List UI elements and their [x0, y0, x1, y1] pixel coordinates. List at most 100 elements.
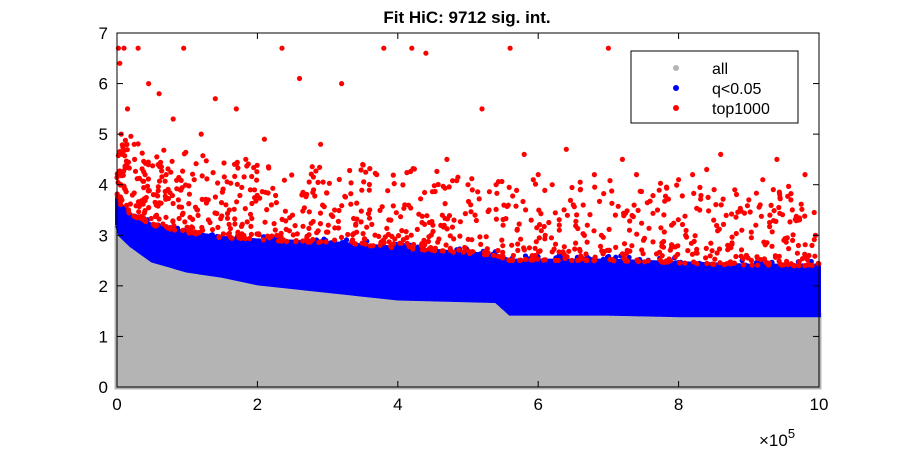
q-point — [620, 269, 626, 276]
top1000-point — [570, 202, 576, 208]
top1000-point — [804, 257, 811, 263]
q-point — [120, 208, 126, 214]
top1000-point — [223, 202, 229, 208]
top1000-point — [434, 168, 440, 174]
top1000-point — [738, 247, 745, 253]
top1000-point — [811, 209, 817, 216]
top1000-point — [247, 211, 254, 217]
top1000-point — [760, 177, 766, 183]
top1000-point — [237, 192, 243, 199]
top1000-point — [712, 256, 718, 262]
top1000-point — [260, 237, 267, 243]
top1000-point — [186, 201, 192, 207]
q-point — [355, 252, 361, 258]
top1000-point — [744, 203, 751, 209]
top1000-point — [607, 178, 613, 184]
top1000-point — [566, 248, 572, 254]
top1000-point — [178, 177, 184, 183]
q-point — [544, 268, 550, 274]
q-point — [743, 280, 749, 286]
top1000-point — [324, 190, 330, 196]
top1000-point — [789, 207, 795, 213]
top1000-point — [691, 238, 697, 244]
top1000-point — [221, 160, 227, 166]
top1000-point — [769, 243, 775, 249]
q-point — [374, 252, 380, 258]
top1000-point — [145, 176, 151, 182]
top1000-point — [703, 255, 709, 261]
q-point — [248, 240, 254, 247]
q-point — [627, 270, 634, 276]
top1000-point — [499, 237, 505, 243]
q-point — [304, 252, 311, 258]
top1000-point — [605, 45, 612, 51]
top1000-point — [233, 106, 239, 112]
top1000-point — [462, 244, 468, 251]
q-point — [706, 271, 712, 277]
top1000-point — [306, 209, 312, 215]
top1000-point — [756, 204, 762, 210]
q-point — [220, 248, 226, 255]
top1000-point — [180, 227, 186, 233]
top1000-point — [654, 251, 660, 257]
top1000-point — [348, 191, 354, 197]
top1000-point — [143, 218, 149, 224]
top1000-point — [234, 181, 240, 187]
top1000-point — [515, 247, 521, 253]
top1000-point — [672, 244, 678, 250]
top1000-point — [418, 196, 424, 202]
top1000-point — [176, 215, 182, 222]
top1000-point — [264, 207, 270, 213]
legend-label: all — [712, 61, 728, 78]
q-point — [607, 269, 613, 276]
top1000-point — [658, 225, 664, 231]
top1000-point — [226, 221, 232, 227]
q-point — [205, 239, 211, 245]
top1000-point — [510, 252, 516, 259]
top1000-point — [247, 235, 253, 242]
top1000-point — [787, 219, 793, 225]
q-point — [512, 262, 519, 268]
q-point — [468, 263, 474, 269]
top1000-point — [170, 116, 176, 122]
top1000-point — [727, 259, 733, 266]
top1000-point — [646, 225, 652, 231]
top1000-point — [312, 193, 318, 199]
top1000-point — [320, 179, 326, 185]
top1000-point — [500, 222, 506, 228]
top1000-point — [518, 236, 524, 242]
top1000-point — [733, 230, 739, 237]
top1000-point — [390, 203, 396, 209]
top1000-point — [767, 219, 773, 226]
top1000-point — [514, 227, 520, 233]
q-point — [536, 274, 542, 280]
top1000-point — [598, 232, 605, 238]
q-point — [679, 268, 686, 274]
q-point — [499, 267, 505, 273]
top1000-point — [170, 218, 176, 224]
top1000-point — [339, 203, 345, 209]
top1000-point — [469, 176, 475, 182]
top1000-point — [718, 202, 724, 208]
q-point — [272, 250, 278, 256]
q-point — [336, 249, 342, 255]
top1000-point — [422, 242, 428, 248]
top1000-point — [350, 237, 356, 243]
top1000-point — [228, 234, 234, 240]
top1000-point — [738, 253, 744, 259]
top1000-point — [318, 141, 324, 147]
top1000-point — [135, 45, 141, 51]
x-tick-label: 0 — [112, 395, 121, 414]
top1000-point — [627, 218, 633, 224]
q-point — [384, 261, 390, 268]
q-point — [460, 268, 466, 274]
top1000-point — [478, 241, 484, 247]
y-tick-label: 0 — [99, 378, 108, 397]
top1000-point — [493, 182, 499, 188]
q-point — [437, 255, 443, 261]
top1000-point — [169, 158, 175, 164]
top1000-point — [279, 238, 285, 244]
top1000-point — [426, 219, 432, 226]
q-point — [291, 254, 297, 260]
top1000-point — [674, 182, 680, 188]
